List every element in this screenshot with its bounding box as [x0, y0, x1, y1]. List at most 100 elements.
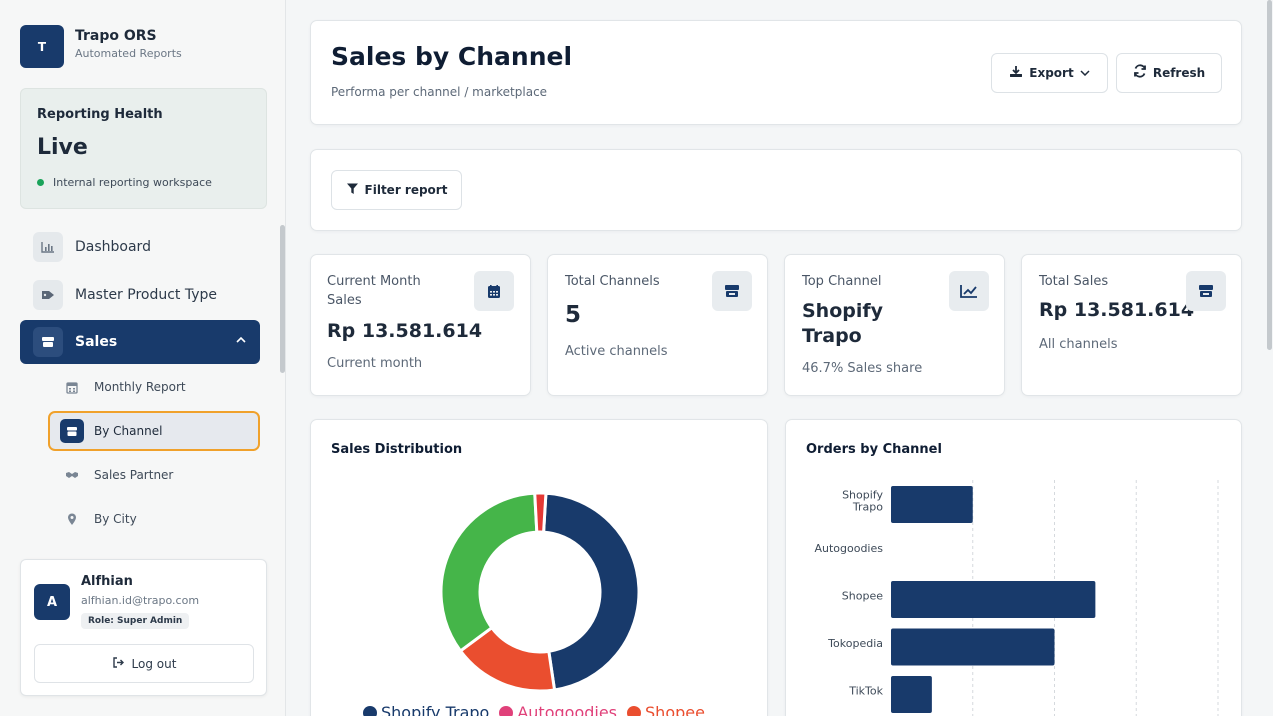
- legend-dot-icon: [627, 705, 642, 716]
- export-button[interactable]: Export: [991, 53, 1108, 93]
- legend-dot-icon: [363, 705, 377, 716]
- category-label: Shopee: [842, 590, 883, 603]
- sidebar-item-label: Dashboard: [75, 239, 151, 255]
- brand-name: Trapo ORS: [75, 28, 157, 44]
- sales-distribution-card: Sales Distribution Shopify Trapo Autogood…: [310, 419, 768, 716]
- stat-value: Rp 13.581.614: [327, 320, 483, 342]
- export-label: Export: [1029, 66, 1074, 80]
- stat-note: 46.7% Sales share: [802, 361, 923, 376]
- donut-slice-shopify-trapo[interactable]: [542, 491, 641, 692]
- brand: T Trapo ORS Automated Reports: [20, 25, 182, 68]
- legend-item-autogoodies[interactable]: Autogoodies: [499, 703, 617, 716]
- chart-legend: Shopify Trapo Autogoodies Shopee: [363, 703, 715, 716]
- refresh-button[interactable]: Refresh: [1116, 53, 1222, 93]
- sidebar-subitem-by-city[interactable]: By City: [48, 499, 260, 539]
- logout-label: Log out: [131, 656, 177, 671]
- category-label: Shopify: [842, 489, 883, 502]
- logout-button[interactable]: Log out: [34, 644, 254, 683]
- store-icon: [1186, 271, 1226, 311]
- page-subtitle: Performa per channel / marketplace: [331, 85, 548, 99]
- sidebar-subitem-label: By City: [94, 512, 137, 526]
- sidebar-item-master-product-type[interactable]: Master Product Type: [20, 273, 260, 317]
- orders-by-channel-card: Orders by Channel Shopify Trapo Autogoodie…: [785, 419, 1242, 716]
- map-pin-icon: [60, 507, 84, 531]
- handshake-icon: [60, 463, 84, 487]
- bar-shopify-trapo[interactable]: [891, 486, 973, 523]
- chart-title: Sales Distribution: [331, 442, 463, 457]
- sidebar-subitem-by-channel[interactable]: By Channel: [48, 411, 260, 451]
- filter-report-button[interactable]: Filter report: [331, 170, 462, 210]
- user-email: alfhian.id@trapo.com: [81, 594, 200, 607]
- user-card: A Alfhian alfhian.id@trapo.com Role: Sup…: [20, 559, 267, 696]
- logout-icon: [112, 656, 124, 671]
- main-scrollbar[interactable]: [1267, 0, 1272, 350]
- refresh-icon: [1133, 64, 1147, 82]
- stat-value: Rp 13.581.614: [1039, 299, 1195, 321]
- legend-label: Shopify Trapo: [381, 703, 490, 716]
- stat-card-total-sales: Total Sales Rp 13.581.614 All channels: [1021, 254, 1242, 396]
- legend-item-shopee[interactable]: Shopee: [627, 703, 705, 716]
- page-title: Sales by Channel: [331, 42, 573, 71]
- bar-tokopedia[interactable]: [891, 628, 1055, 666]
- filter-icon: [346, 182, 359, 199]
- donut-slice-tiktok[interactable]: [533, 491, 548, 534]
- sidebar: T Trapo ORS Automated Reports Reporting …: [0, 0, 286, 716]
- page-header: Sales by Channel Performa per channel / …: [310, 20, 1242, 125]
- legend-label: Shopee: [645, 703, 705, 716]
- avatar: A: [34, 584, 70, 620]
- sidebar-item-label: Sales: [75, 334, 118, 350]
- chevron-down-icon: [1080, 68, 1090, 79]
- sidebar-item-dashboard[interactable]: Dashboard: [20, 225, 260, 269]
- bar-shopee[interactable]: [891, 581, 1096, 618]
- category-label: TikTok: [848, 685, 883, 698]
- role-badge: Role: Super Admin: [81, 613, 190, 629]
- stat-note: Active channels: [565, 344, 668, 359]
- legend-label: Autogoodies: [517, 703, 618, 716]
- stat-label: Total Channels: [565, 274, 660, 289]
- stat-card-top-channel: Top Channel Shopify Trapo 46.7% Sales sh…: [784, 254, 1005, 396]
- health-status: Live: [37, 135, 88, 160]
- category-label: Trapo: [852, 501, 883, 514]
- stat-note: All channels: [1039, 337, 1118, 352]
- donut-slice-tokopedia[interactable]: [439, 491, 539, 654]
- sidebar-item-sales[interactable]: Sales: [20, 320, 260, 364]
- stat-card-current-month-sales: Current Month Sales Rp 13.581.614 Curren…: [310, 254, 531, 396]
- sidebar-scrollbar[interactable]: [280, 225, 285, 373]
- download-icon: [1009, 65, 1023, 82]
- brand-subtitle: Automated Reports: [75, 47, 182, 60]
- health-note: Internal reporting workspace: [37, 176, 212, 189]
- filter-report-label: Filter report: [364, 183, 448, 197]
- stat-value: Shopify Trapo: [802, 300, 884, 347]
- user-name: Alfhian: [81, 574, 133, 589]
- health-title: Reporting Health: [37, 107, 163, 122]
- calendar-icon: [60, 375, 84, 399]
- stat-value: 5: [565, 302, 582, 328]
- store-icon: [60, 419, 84, 443]
- stat-note: Current month: [327, 356, 423, 371]
- refresh-label: Refresh: [1152, 66, 1206, 80]
- bar-tiktok[interactable]: [891, 676, 932, 713]
- stat-label: Current Month Sales: [327, 274, 421, 308]
- stat-label: Top Channel: [802, 274, 882, 289]
- sidebar-subitem-monthly-report[interactable]: Monthly Report: [48, 367, 260, 407]
- legend-item-shopify-trapo[interactable]: Shopify Trapo: [363, 703, 489, 716]
- reporting-health-card: Reporting Health Live Internal reporting…: [20, 88, 267, 209]
- stat-label: Total Sales: [1039, 274, 1109, 289]
- store-icon: [712, 271, 752, 311]
- filter-card: Filter report: [310, 149, 1242, 231]
- sidebar-subitem-label: By Channel: [94, 424, 163, 438]
- sidebar-item-label: Master Product Type: [75, 287, 218, 303]
- stat-card-total-channels: Total Channels 5 Active channels: [547, 254, 768, 396]
- legend-dot-icon: [499, 705, 514, 716]
- brand-logo: T: [20, 25, 64, 68]
- chevron-up-icon: [234, 334, 248, 348]
- category-label: Autogoodies: [814, 542, 883, 555]
- trend-icon: [949, 271, 989, 311]
- sidebar-subitem-label: Monthly Report: [94, 380, 186, 394]
- sidebar-subitem-label: Sales Partner: [94, 468, 174, 482]
- chart-title: Orders by Channel: [806, 442, 942, 457]
- sidebar-subitem-sales-partner[interactable]: Sales Partner: [48, 455, 260, 495]
- tag-icon: [33, 280, 63, 310]
- calendar-icon: [474, 271, 514, 311]
